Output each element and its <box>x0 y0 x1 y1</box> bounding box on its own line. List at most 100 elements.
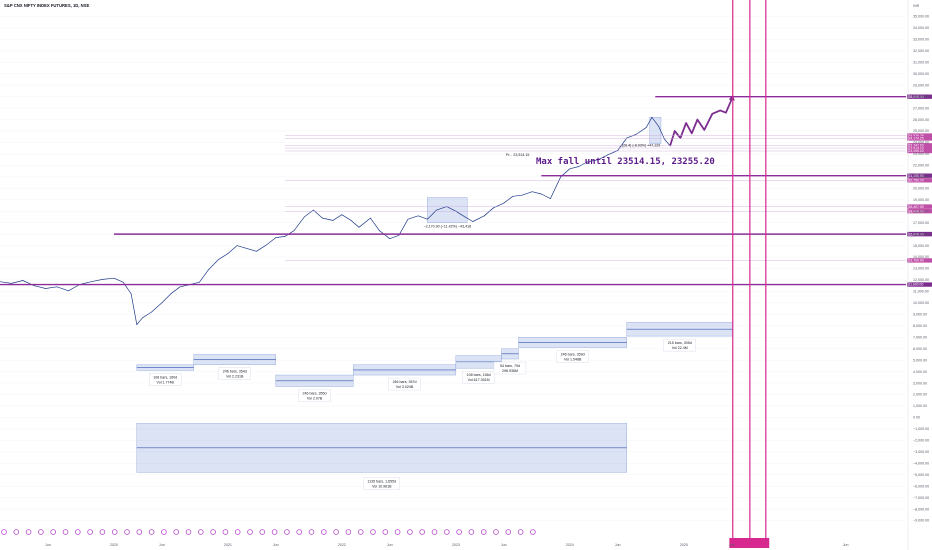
event-marker-icon[interactable] <box>271 529 278 535</box>
y-tick-label: 23,000.00 <box>913 152 929 156</box>
event-marker-icon[interactable] <box>247 529 253 535</box>
event-marker-icon[interactable] <box>357 529 364 535</box>
range-label: 246 bars, 355d <box>303 392 327 396</box>
event-marker-icon[interactable] <box>394 529 401 535</box>
price-point <box>651 116 653 118</box>
price-line[interactable] <box>0 116 671 325</box>
price-point <box>691 132 693 134</box>
price-point <box>208 269 209 270</box>
price-level-tag <box>907 136 932 141</box>
y-axis[interactable]: 35,000.00 34,000.00 33,000.00 32,000.00 31,0… <box>907 0 929 550</box>
x-tick-label: 2021 <box>224 543 232 547</box>
event-marker-icon[interactable] <box>370 529 376 535</box>
event-marker-icon[interactable] <box>87 529 93 535</box>
price-level-tag-text: 11,600.00 <box>909 283 924 287</box>
event-marker-icon[interactable] <box>13 529 20 535</box>
range-label: 246 bars, 357d <box>393 380 417 384</box>
event-marker-icon[interactable] <box>185 529 192 535</box>
price-level-tag-text: 23,514.15 <box>909 146 924 150</box>
price-point <box>711 113 713 115</box>
event-marker-icon[interactable] <box>198 529 204 535</box>
event-marker-icon[interactable] <box>296 529 303 535</box>
event-marker-icon[interactable] <box>38 529 44 535</box>
event-marker-icon[interactable] <box>456 529 462 535</box>
event-marker-icon[interactable] <box>468 529 475 535</box>
event-marker-icon[interactable] <box>530 529 536 535</box>
drawdown-box[interactable] <box>427 197 468 223</box>
price-callout: Pr... 23,514.15 <box>506 153 529 157</box>
price-point <box>635 134 637 135</box>
price-point <box>218 258 220 260</box>
event-marker-icon[interactable] <box>419 529 426 535</box>
event-marker-icon[interactable] <box>382 529 389 535</box>
y-tick-label: 19,000.00 <box>913 198 929 202</box>
event-marker-icon[interactable] <box>443 529 450 535</box>
price-point <box>256 250 257 252</box>
price-level-tag-text: 28,000.00 <box>909 95 924 99</box>
event-marker-icon[interactable] <box>161 529 167 535</box>
y-tick-label: 29,000.00 <box>913 83 929 87</box>
event-marker-icon[interactable] <box>173 529 180 535</box>
price-point <box>493 207 494 209</box>
drawdown-box[interactable] <box>649 117 662 144</box>
y-tick-label: 33,000.00 <box>913 38 929 42</box>
price-point <box>161 302 163 304</box>
y-tick-label: −5,000.00 <box>913 473 929 477</box>
x-tick-label: Jun <box>843 543 849 547</box>
event-marker-icon[interactable] <box>333 529 339 535</box>
y-tick-label: 30,000.00 <box>913 72 929 76</box>
price-point <box>90 281 92 283</box>
event-marker-icon[interactable] <box>493 529 499 535</box>
event-marker-icon[interactable] <box>234 529 241 535</box>
price-point <box>113 277 115 279</box>
x-axis[interactable]: Jun 2020 Jun 2021 Jun 2022 Jun 2023 Jun 2024 Jun 20… <box>1 529 849 547</box>
event-marker-icon[interactable] <box>62 529 69 535</box>
event-marker-icon[interactable] <box>25 529 32 535</box>
y-tick-label: 9,000.00 <box>913 313 927 317</box>
price-point <box>645 127 647 128</box>
event-marker-icon[interactable] <box>480 529 487 535</box>
price-point <box>379 230 380 232</box>
event-marker-icon[interactable] <box>124 529 130 535</box>
price-point <box>697 119 698 120</box>
price-point <box>265 245 266 246</box>
event-marker-icon[interactable] <box>50 529 56 535</box>
price-point <box>389 238 391 240</box>
y-tick-label: 16,000.00 <box>913 232 929 236</box>
price-point <box>22 280 24 281</box>
event-marker-icon[interactable] <box>148 529 155 535</box>
price-level-tag <box>907 209 932 214</box>
event-marker-icon[interactable] <box>431 529 438 535</box>
event-marker-icon[interactable] <box>517 529 524 535</box>
event-marker-icon[interactable] <box>1 529 7 535</box>
event-marker-icon[interactable] <box>99 529 106 535</box>
event-marker-icon[interactable] <box>75 529 81 535</box>
event-marker-icon[interactable] <box>407 529 413 535</box>
x-tick-label: 2022 <box>338 543 346 547</box>
event-marker-icon[interactable] <box>210 529 216 535</box>
price-point <box>664 138 665 140</box>
event-marker-icon[interactable] <box>308 529 315 535</box>
price-level-tag <box>907 258 932 263</box>
range-volume-label: Vol 1.548B <box>564 358 582 362</box>
y-tick-label: 24,000.00 <box>913 141 929 145</box>
price-point <box>199 281 200 283</box>
price-point <box>626 137 628 139</box>
event-marker-icon[interactable] <box>111 529 118 535</box>
event-marker-icon[interactable] <box>136 529 143 535</box>
event-marker-icon[interactable] <box>259 529 266 535</box>
x-tick-label: Jun <box>387 543 393 547</box>
event-marker-icon[interactable] <box>284 529 290 535</box>
price-point <box>597 159 599 161</box>
range-label-box <box>388 377 421 391</box>
price-point <box>550 198 551 199</box>
event-marker-icon[interactable] <box>320 529 327 535</box>
event-marker-icon[interactable] <box>505 529 512 535</box>
price-level-tag <box>907 204 932 209</box>
price-level-tag <box>907 173 932 178</box>
y-tick-label: −4,000.00 <box>913 461 929 465</box>
event-marker-icon[interactable] <box>345 529 352 535</box>
event-marker-icon[interactable] <box>222 529 229 535</box>
range-label: 215 bars, 305d <box>668 341 692 345</box>
